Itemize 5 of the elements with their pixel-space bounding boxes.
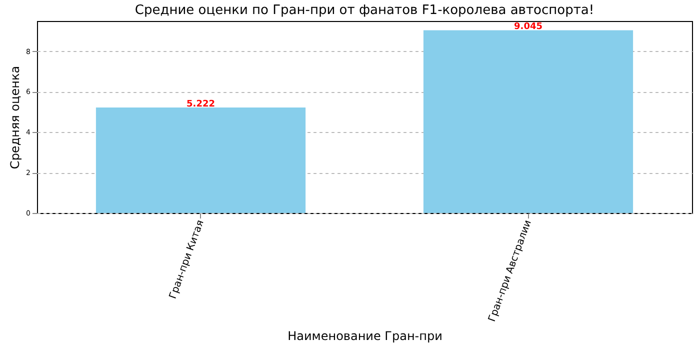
data-label: 9.045 (514, 22, 542, 32)
y-axis-title: Средняя оценка (8, 66, 22, 170)
data-label: 5.222 (186, 99, 215, 110)
chart-title: Средние оценки по Гран-при от фанатов F1-королева автоспорта! (134, 3, 594, 18)
x-axis-title: Наименование Гран-при (288, 328, 442, 343)
